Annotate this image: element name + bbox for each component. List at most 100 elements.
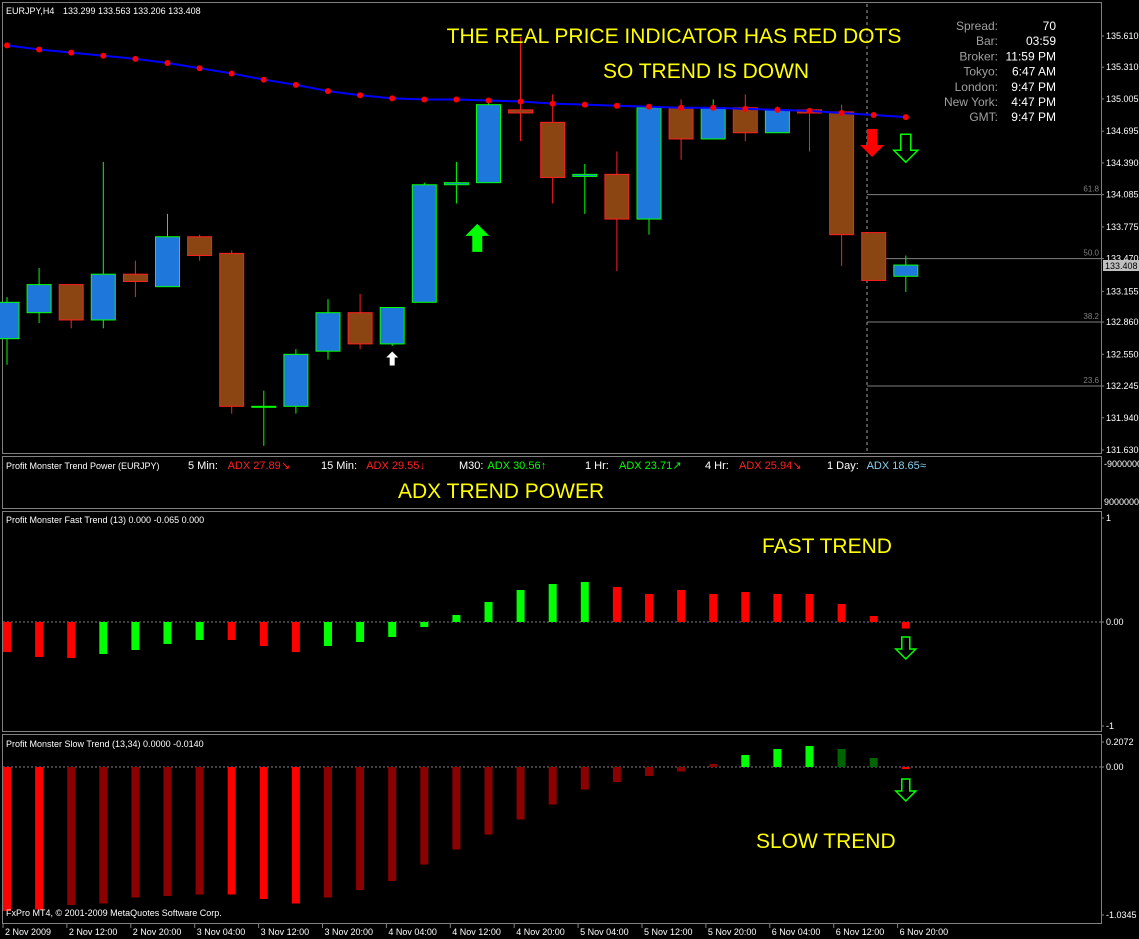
- time-tick-label: 6 Nov 12:00: [836, 927, 885, 937]
- ma-dot: [581, 101, 588, 108]
- slow-trend-bar: [516, 767, 525, 820]
- bull-candle: [893, 264, 919, 277]
- candlesticks: [0, 37, 919, 446]
- ma-dot: [196, 65, 203, 72]
- info-value: 11:59 PM: [1006, 49, 1056, 63]
- fast-trend-bar: [324, 622, 332, 646]
- price-tick-label: 132.860: [1106, 317, 1139, 327]
- annotation-adx: ADX TREND POWER: [398, 480, 604, 503]
- symbol-label: EURJPY,H4: [6, 6, 54, 16]
- fast-trend-bar: [356, 622, 365, 642]
- adx-readout: 1 Day: ADX 18.65 ≈: [827, 460, 926, 472]
- bull-candle: [764, 109, 790, 134]
- ma-dot: [389, 95, 396, 102]
- slow-trend-title: Profit Monster Slow Trend (13,34) 0.0000…: [6, 739, 204, 749]
- ma-dot: [132, 55, 139, 62]
- ma-dot: [902, 114, 909, 121]
- adx-arrow-icon: ↘: [792, 460, 801, 472]
- slow-trend-bar: [195, 767, 204, 895]
- adx-timeframe: 15 Min:: [321, 460, 357, 472]
- fast-trend-bar: [645, 594, 653, 622]
- adx-timeframe: 1 Hr:: [585, 460, 609, 472]
- price-tick-label: 135.310: [1106, 62, 1139, 72]
- time-tick-label: 4 Nov 12:00: [452, 927, 501, 937]
- info-value: 6:47 AM: [1012, 65, 1056, 79]
- ma-dot: [838, 109, 845, 116]
- slow-trend-axis: 0.2072 0.00 -1.0345: [1101, 737, 1137, 920]
- fast-trend-bar: [516, 590, 525, 622]
- fast-trend-bar: [805, 594, 814, 622]
- down-arrow-icon: [860, 129, 885, 158]
- adx-value: ADX 25.94: [739, 460, 792, 472]
- ma-dot: [36, 46, 43, 53]
- down-arrow-icon: [891, 133, 920, 164]
- adx-value: ADX 18.65: [867, 460, 920, 472]
- fib-label: 38.2: [1083, 312, 1099, 321]
- bear-candle: [540, 121, 566, 178]
- fast-trend-bar: [869, 616, 878, 622]
- adx-value: ADX 23.71: [619, 460, 672, 472]
- adx-value: ADX 30.56: [487, 460, 540, 472]
- fast-tick-label: 1: [1106, 513, 1111, 523]
- slow-trend-bar: [259, 767, 268, 899]
- bear-candle: [732, 107, 758, 134]
- bull-candle: [90, 273, 116, 321]
- adx-readout: 1 Hr: ADX 23.71 ↗: [585, 460, 682, 472]
- slow-trend-bar: [645, 767, 653, 776]
- time-axis: 2 Nov 2009 2 Nov 12:00 2 Nov 20:00 3 Nov 04…: [2, 924, 949, 937]
- time-tick-label: 5 Nov 12:00: [644, 927, 693, 937]
- ma-dot: [421, 96, 428, 103]
- price-tick-label: 135.610: [1106, 31, 1139, 41]
- time-tick-label: 3 Nov 04:00: [197, 927, 246, 937]
- time-tick-label: 6 Nov 20:00: [900, 927, 949, 937]
- ma-dot: [164, 60, 171, 67]
- slow-trend-bar: [99, 767, 108, 904]
- bull-candle: [636, 107, 662, 220]
- ma-dot: [453, 96, 460, 103]
- ma-dot: [292, 81, 299, 88]
- fast-tick-label: -1: [1106, 721, 1114, 731]
- slow-trend-bar: [324, 767, 332, 898]
- arrow-shape: [465, 223, 490, 252]
- current-price-tag: [1103, 260, 1139, 271]
- fast-trend-bar: [452, 615, 461, 622]
- fast-trend-bar: [227, 622, 236, 640]
- bear-candle: [219, 252, 245, 407]
- down-arrow-icon: [893, 778, 918, 803]
- fibonacci-levels: 61.8 50.0 38.2 23.6: [867, 185, 1101, 387]
- up-arrow-icon: [465, 223, 490, 252]
- ma-dot: [4, 42, 10, 49]
- adx-readout: 15 Min: ADX 29.55 ↓: [321, 460, 425, 472]
- ma-dot: [549, 100, 556, 107]
- arrow-shape: [891, 133, 920, 164]
- slow-trend-bar: [388, 767, 397, 881]
- time-tick-label: 3 Nov 20:00: [325, 927, 374, 937]
- slow-tick-label: -1.0345: [1106, 910, 1137, 920]
- slow-tick-label: 0.2072: [1106, 737, 1134, 747]
- slow-trend-bar: [548, 767, 557, 805]
- adx-arrow-icon: ↘: [281, 460, 290, 472]
- fast-trend-bar: [3, 622, 11, 652]
- price-tick-label: 134.695: [1106, 126, 1139, 136]
- info-label: Bar:: [976, 34, 998, 48]
- arrow-shape: [860, 129, 885, 158]
- fib-label: 61.8: [1083, 185, 1099, 194]
- time-tick-label: 4 Nov 04:00: [388, 927, 437, 937]
- bear-candle: [122, 273, 148, 282]
- price-tick-label: 133.470: [1106, 254, 1139, 264]
- fast-trend-bar: [195, 622, 204, 640]
- slow-trend-bar: [67, 767, 76, 905]
- price-tick-label: 132.550: [1106, 349, 1139, 359]
- fast-trend-bar: [580, 582, 589, 622]
- slow-trend-bar: [35, 767, 44, 910]
- bull-candle: [315, 312, 341, 352]
- bull-candle: [476, 104, 501, 184]
- slow-trend-bar: [805, 746, 814, 767]
- slow-trend-bar: [580, 767, 589, 790]
- price-tick-label: 132.245: [1106, 381, 1139, 391]
- info-label: Tokyo:: [963, 65, 998, 79]
- copyright-label: FxPro MT4, © 2001-2009 MetaQuotes Softwa…: [6, 908, 222, 918]
- adx-arrow-icon: ↓: [420, 460, 426, 472]
- fast-trend-bar: [291, 622, 300, 652]
- slow-trend-bar: [869, 758, 878, 767]
